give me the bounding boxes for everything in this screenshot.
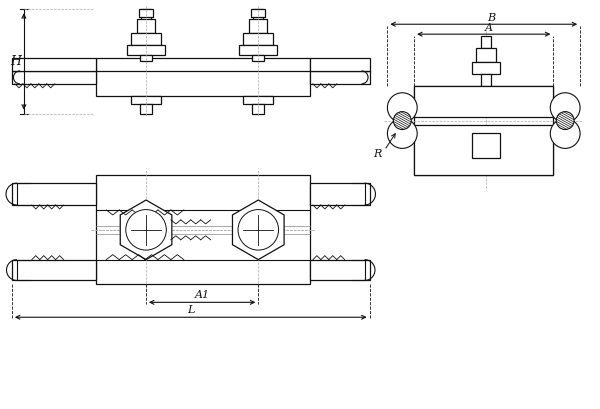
Bar xyxy=(140,55,152,61)
Circle shape xyxy=(550,93,580,123)
Bar xyxy=(97,58,310,71)
Text: R: R xyxy=(373,149,382,160)
Bar xyxy=(481,74,491,86)
Bar xyxy=(472,133,500,158)
Circle shape xyxy=(394,112,411,130)
Bar xyxy=(131,96,161,104)
Bar xyxy=(476,48,496,62)
Polygon shape xyxy=(232,200,284,260)
Bar xyxy=(253,55,264,61)
Circle shape xyxy=(388,119,417,148)
Bar xyxy=(481,36,491,48)
Circle shape xyxy=(388,93,417,123)
Bar xyxy=(97,61,310,96)
Bar xyxy=(414,86,553,175)
Circle shape xyxy=(556,112,574,130)
Bar xyxy=(12,71,97,84)
Bar xyxy=(141,9,151,51)
Bar xyxy=(244,96,273,104)
Bar xyxy=(12,260,97,281)
Text: A: A xyxy=(485,23,493,33)
Bar xyxy=(253,104,264,114)
Bar xyxy=(310,260,370,281)
Bar xyxy=(310,183,370,205)
Bar xyxy=(310,58,370,71)
Bar xyxy=(472,62,500,74)
Bar xyxy=(239,45,277,55)
Bar xyxy=(12,58,97,71)
Circle shape xyxy=(126,209,166,250)
Bar xyxy=(414,125,553,175)
Text: A1: A1 xyxy=(194,290,210,300)
Bar xyxy=(414,86,553,117)
Bar xyxy=(253,9,263,51)
Text: B: B xyxy=(488,13,496,23)
Circle shape xyxy=(550,119,580,148)
Bar xyxy=(12,183,97,205)
Bar xyxy=(244,33,273,45)
Circle shape xyxy=(238,209,278,250)
Polygon shape xyxy=(120,200,172,260)
Text: H: H xyxy=(11,55,22,68)
Bar xyxy=(139,9,153,17)
Bar xyxy=(140,104,152,114)
Bar xyxy=(310,71,370,84)
Bar xyxy=(250,19,267,33)
Bar xyxy=(97,175,310,284)
Text: L: L xyxy=(187,305,194,315)
Bar xyxy=(127,45,165,55)
Bar xyxy=(137,19,155,33)
Bar xyxy=(251,9,265,17)
Bar xyxy=(131,33,161,45)
